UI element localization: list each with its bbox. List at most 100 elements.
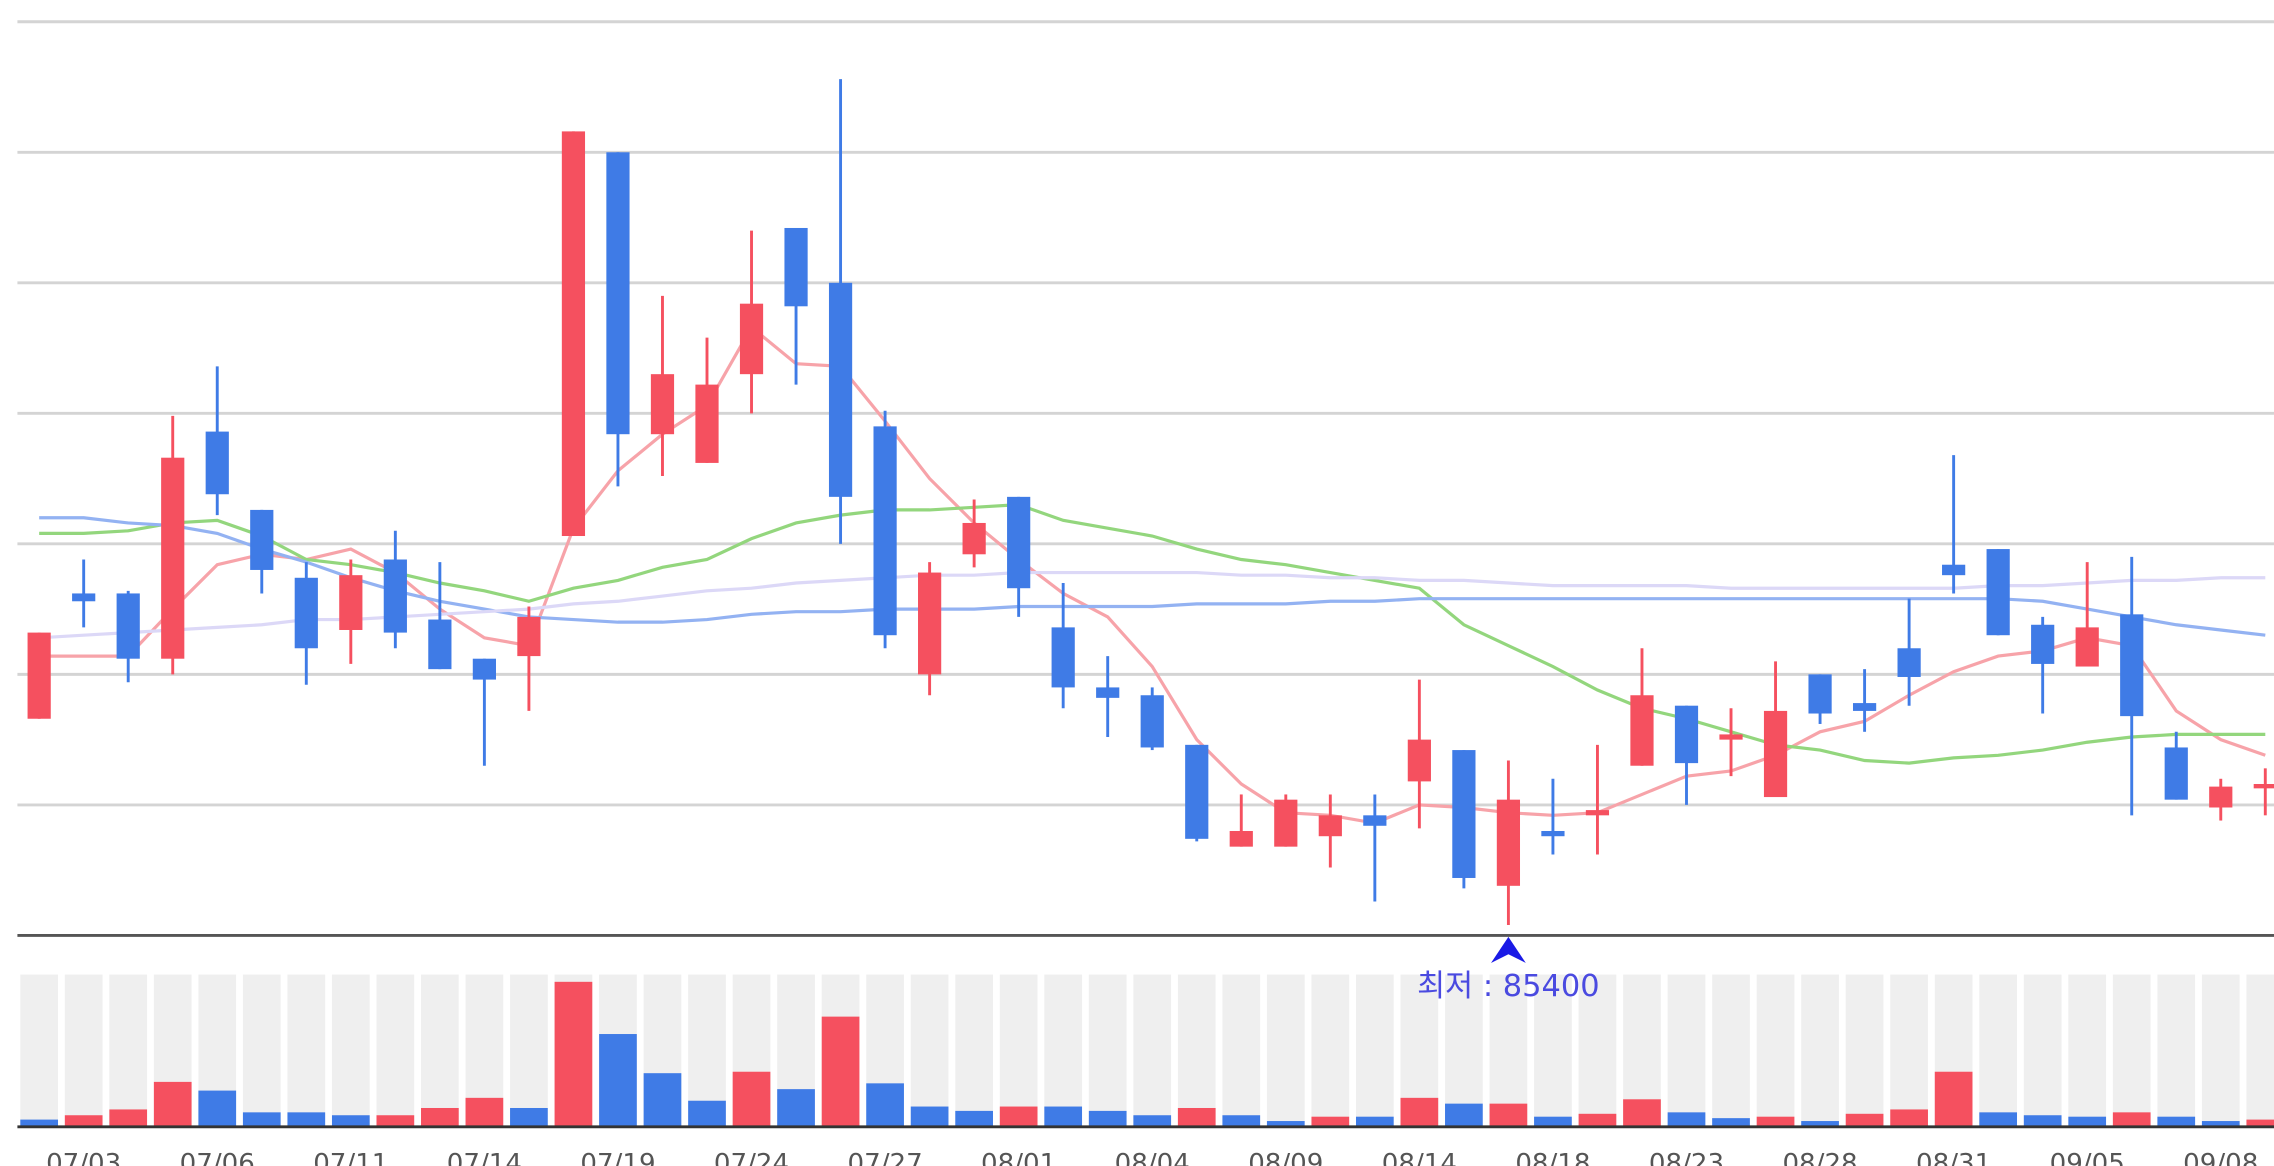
volume-bar <box>955 1110 993 1127</box>
candle-body <box>1452 750 1476 878</box>
volume-bar <box>2112 1112 2151 1127</box>
candle-body <box>1897 648 1921 677</box>
x-tick-label: 07/11 <box>313 1149 388 1166</box>
moving-average-line <box>39 516 2266 637</box>
candle-body <box>2120 614 2144 717</box>
x-tick-label: 09/05 <box>2050 1149 2125 1166</box>
candle-body <box>561 131 586 537</box>
volume-bar <box>1534 1116 1572 1127</box>
candle-body <box>1719 734 1743 740</box>
volume-slot <box>1845 974 1884 1127</box>
candle-body <box>339 575 363 630</box>
volume-bar <box>1623 1099 1661 1127</box>
x-tick-label: 08/01 <box>981 1149 1056 1166</box>
candle-body <box>1986 549 2010 636</box>
candle-body <box>1274 799 1298 847</box>
candle-body <box>873 426 897 636</box>
volume-slot <box>1222 974 1261 1127</box>
candle-body <box>1007 496 1031 589</box>
volume-slot <box>2068 974 2107 1127</box>
candle-body <box>1630 695 1654 766</box>
volume-slot <box>2246 974 2274 1127</box>
x-tick-label: 08/18 <box>1515 1149 1590 1166</box>
volume-bar <box>1667 1112 1706 1127</box>
volume-slot <box>1890 974 1928 1127</box>
candle-body <box>383 559 407 633</box>
volume-slot <box>1133 974 1172 1127</box>
x-tick-label: 07/06 <box>180 1149 255 1166</box>
candle-body <box>1051 627 1075 688</box>
volume-bar <box>2157 1116 2196 1127</box>
x-tick-label: 08/31 <box>1916 1149 1991 1166</box>
volume-slot <box>1756 974 1795 1127</box>
volume-bar <box>198 1090 237 1127</box>
volume-slot <box>1355 974 1394 1127</box>
volume-bar <box>777 1089 815 1127</box>
volume-bar <box>1088 1110 1127 1127</box>
volume-bar <box>1845 1113 1884 1127</box>
volume-slot <box>2201 974 2240 1127</box>
low-marker <box>1491 936 1526 963</box>
volume-slot <box>242 974 281 1127</box>
volume-slot <box>1177 974 1216 1127</box>
volume-bar <box>688 1100 726 1127</box>
volume-slot <box>2023 974 2062 1127</box>
candle-body <box>2031 624 2055 664</box>
volume-slot <box>510 974 548 1127</box>
candle-body <box>1185 744 1209 839</box>
volume-slot <box>20 974 59 1127</box>
volume-slot <box>1088 974 1127 1127</box>
volume-bar <box>1801 1121 1839 1127</box>
volume-slot <box>1712 974 1750 1127</box>
volume-bar <box>599 1034 637 1127</box>
volume-bar <box>1177 1107 1216 1127</box>
volume-bar <box>109 1109 148 1127</box>
candle-body <box>294 577 318 649</box>
moving-average-line <box>39 503 2266 765</box>
volume-bar <box>1756 1116 1795 1127</box>
candle-body <box>606 152 630 435</box>
volume-bar <box>1979 1112 2018 1127</box>
candle-body <box>1674 705 1699 764</box>
x-tick-label: 08/04 <box>1115 1149 1190 1166</box>
candle-body <box>27 632 51 719</box>
volume-bar <box>1934 1071 1973 1127</box>
volume-bar <box>1712 1118 1750 1127</box>
candle-body <box>1363 815 1387 826</box>
candle-body <box>72 593 96 602</box>
x-tick-label: 08/28 <box>1782 1149 1857 1166</box>
volume-slot <box>331 974 370 1127</box>
volume-slot <box>1801 974 1839 1127</box>
candle-body <box>1852 703 1877 711</box>
candle-body <box>962 522 986 555</box>
candle-body <box>1096 687 1120 698</box>
volume-slot <box>1445 974 1483 1127</box>
volume-bar <box>1578 1113 1617 1127</box>
candle-body <box>1942 564 1966 576</box>
volume-bar <box>866 1083 904 1127</box>
candle-body <box>1541 830 1565 837</box>
moving-average-line <box>39 570 2266 640</box>
candle-body <box>695 384 719 463</box>
volume-bar <box>732 1071 771 1127</box>
volume-bar <box>153 1081 192 1127</box>
volume-bar <box>1222 1115 1261 1127</box>
volume-bar <box>242 1112 281 1127</box>
volume-bar <box>1133 1115 1172 1127</box>
volume-slot <box>1578 974 1617 1127</box>
volume-bar <box>821 1016 860 1127</box>
candle-body <box>1407 739 1431 782</box>
volume-slot <box>1044 974 1083 1127</box>
candle-body <box>1496 799 1521 886</box>
volume-bar <box>1489 1103 1528 1127</box>
volume-slot <box>1311 974 1350 1127</box>
candle-body <box>2209 786 2233 808</box>
volume-bar <box>331 1115 370 1127</box>
x-tick-label: 07/24 <box>714 1149 789 1166</box>
volume-bar <box>2246 1119 2274 1127</box>
volume-slot <box>999 974 1038 1127</box>
volume-bar <box>287 1112 326 1127</box>
candle-body <box>472 658 496 680</box>
